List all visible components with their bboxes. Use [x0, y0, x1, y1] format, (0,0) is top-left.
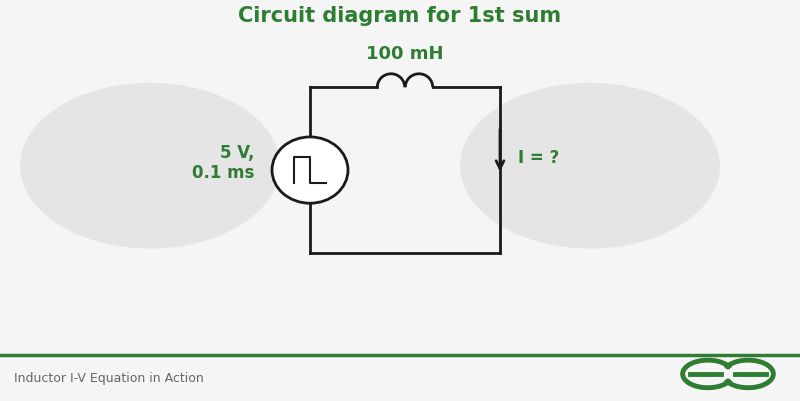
Text: 100 mH: 100 mH — [366, 45, 444, 63]
Ellipse shape — [20, 83, 280, 249]
Text: 5 V,
0.1 ms: 5 V, 0.1 ms — [192, 144, 254, 182]
Text: Circuit diagram for 1st sum: Circuit diagram for 1st sum — [238, 6, 562, 26]
Text: I = ?: I = ? — [518, 149, 559, 167]
Ellipse shape — [460, 83, 720, 249]
Text: Inductor I-V Equation in Action: Inductor I-V Equation in Action — [14, 372, 204, 385]
Circle shape — [272, 137, 348, 203]
